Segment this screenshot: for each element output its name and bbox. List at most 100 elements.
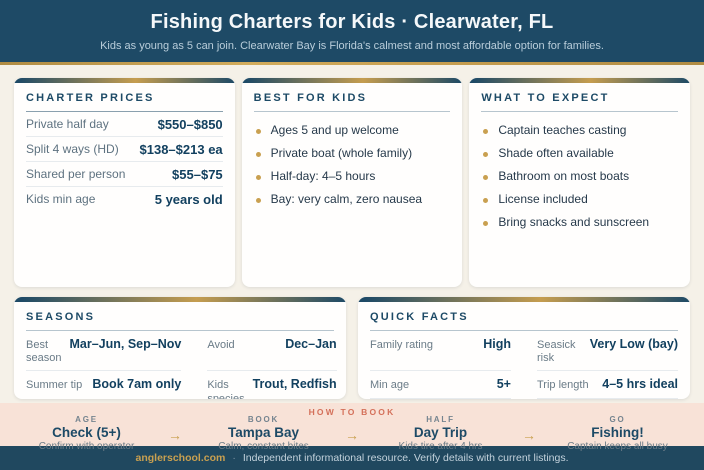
- list-item-text: Half-day: 4–5 hours: [270, 168, 376, 183]
- how-to-book-steps: AGE Check (5+) Confirm with operator → B…: [0, 403, 704, 452]
- fact-label: Seasick risk: [537, 339, 576, 365]
- fact-row: Best season Mar–Jun, Sep–Nov: [26, 331, 182, 372]
- card-accent-bar: [14, 78, 235, 83]
- list-item: Private boat (whole family): [254, 141, 451, 164]
- step-book-bay: BOOK Tampa Bay Calm, constant bites: [185, 415, 342, 452]
- price-label: Split 4 ways (HD): [26, 142, 119, 156]
- fact-label: Kids species: [207, 379, 245, 399]
- price-value: $138–$213 ea: [139, 141, 223, 157]
- bullet-dot-icon: [255, 128, 261, 134]
- bullet-dot-icon: [255, 151, 261, 157]
- quick-facts-title: QUICK FACTS: [370, 311, 678, 331]
- bullet-dot-icon: [255, 174, 261, 180]
- price-label: Kids min age: [26, 192, 96, 206]
- price-value: $550–$850: [157, 116, 223, 132]
- arrow-right-icon: →: [345, 427, 359, 443]
- list-item-text: Ages 5 and up welcome: [270, 122, 399, 137]
- step-subtitle: Confirm with operator: [38, 441, 135, 452]
- footer-text: Independent informational resource. Veri…: [242, 452, 569, 464]
- card-accent-bar: [358, 297, 690, 302]
- quick-facts-body: QUICK FACTS Family rating High Seasick r…: [358, 302, 690, 399]
- list-item: Bathroom on most boats: [481, 164, 678, 187]
- footer-brand-link[interactable]: anglerschool.com: [135, 452, 226, 464]
- seasons-title: SEASONS: [26, 311, 334, 331]
- list-item: Bay: very calm, zero nausea: [254, 187, 451, 210]
- main-content: CHARTER PRICES Private half day $550–$85…: [0, 65, 704, 403]
- what-to-expect-list: Captain teaches casting Shade often avai…: [481, 118, 678, 233]
- fact-row: Seasick risk Very Low (bay): [537, 331, 678, 372]
- how-to-book-label: HOW TO BOOK: [308, 407, 396, 417]
- best-for-kids-card: BEST FOR KIDS Ages 5 and up welcome Priv…: [241, 78, 463, 287]
- step-half-day: HALF Day Trip Kids tire after 4 hrs: [362, 415, 519, 452]
- list-item-text: Private boat (whole family): [270, 145, 413, 160]
- step-title: Check (5+): [52, 425, 121, 440]
- fact-value: 4–5 hrs ideal: [602, 377, 678, 392]
- cards-row-bottom: SEASONS Best season Mar–Jun, Sep–Nov Avo…: [14, 297, 690, 399]
- price-row: Private half day $550–$850: [26, 112, 223, 137]
- price-row: Kids min age 5 years old: [26, 187, 223, 211]
- fact-row: Summer tip Book 7am only: [26, 371, 181, 399]
- arrow-right-icon: →: [522, 427, 536, 443]
- price-value: 5 years old: [154, 191, 223, 207]
- bullet-dot-icon: [483, 174, 489, 180]
- what-to-expect-card: WHAT TO EXPECT Captain teaches casting S…: [469, 78, 691, 287]
- list-item: Ages 5 and up welcome: [254, 118, 451, 141]
- what-to-expect-body: WHAT TO EXPECT Captain teaches casting S…: [469, 83, 690, 287]
- step-kicker: BOOK: [247, 415, 280, 424]
- price-row: Split 4 ways (HD) $138–$213 ea: [26, 137, 223, 162]
- fact-value: Mar–Jun, Sep–Nov: [69, 337, 182, 351]
- seasons-grid: Best season Mar–Jun, Sep–Nov Avoid Dec–J…: [26, 331, 337, 399]
- fact-row: Family rating High: [370, 331, 511, 372]
- seasons-card: SEASONS Best season Mar–Jun, Sep–Nov Avo…: [14, 297, 346, 399]
- price-value: $55–$75: [172, 166, 223, 182]
- step-go-fishing: GO Fishing! Captain keeps all busy: [539, 415, 696, 452]
- bullet-dot-icon: [483, 128, 489, 134]
- step-kicker: HALF: [426, 415, 455, 424]
- charter-prices-card: CHARTER PRICES Private half day $550–$85…: [14, 78, 235, 287]
- fact-label: Min age: [370, 379, 410, 392]
- list-item: License included: [481, 187, 678, 210]
- fact-row: Min age 5+: [370, 371, 511, 399]
- list-item-text: Captain teaches casting: [498, 122, 627, 137]
- price-label: Private half day: [26, 117, 109, 131]
- page-title: Fishing Charters for Kids · Clearwater, …: [150, 11, 554, 33]
- charter-prices-body: CHARTER PRICES Private half day $550–$85…: [14, 83, 235, 287]
- card-accent-bar: [469, 78, 691, 83]
- step-title: Tampa Bay: [227, 425, 300, 440]
- fact-value: Book 7am only: [92, 377, 182, 392]
- list-item-text: Bring snacks and sunscreen: [498, 214, 650, 229]
- quick-facts-card: QUICK FACTS Family rating High Seasick r…: [358, 297, 690, 399]
- bullet-dot-icon: [483, 197, 489, 203]
- header: Fishing Charters for Kids · Clearwater, …: [0, 0, 704, 62]
- best-for-kids-title: BEST FOR KIDS: [253, 92, 451, 112]
- step-subtitle: Kids tire after 4 hrs: [398, 441, 483, 452]
- fact-row: Avoid Dec–Jan: [207, 331, 337, 372]
- quick-facts-grid: Family rating High Seasick risk Very Low…: [370, 331, 678, 399]
- fact-row: Kids species Trout, Redfish: [207, 371, 336, 399]
- footer-separator: ·: [232, 452, 236, 464]
- fact-value: 5+: [496, 377, 511, 392]
- fact-value: High: [483, 337, 511, 351]
- page-subtitle: Kids as young as 5 can join. Clearwater …: [100, 40, 604, 52]
- charter-prices-title: CHARTER PRICES: [26, 92, 223, 112]
- bullet-dot-icon: [255, 197, 261, 203]
- step-title: Day Trip: [413, 425, 468, 440]
- arrow-right-icon: →: [168, 427, 182, 443]
- fact-value: Very Low (bay): [589, 337, 678, 351]
- cards-row-top: CHARTER PRICES Private half day $550–$85…: [14, 78, 691, 287]
- fact-label: Summer tip: [26, 379, 83, 392]
- what-to-expect-title: WHAT TO EXPECT: [481, 92, 679, 112]
- card-accent-bar: [14, 297, 346, 302]
- seasons-body: SEASONS Best season Mar–Jun, Sep–Nov Avo…: [14, 302, 346, 399]
- bullet-dot-icon: [483, 220, 489, 226]
- step-age-check: AGE Check (5+) Confirm with operator: [8, 415, 165, 452]
- gold-divider: [0, 62, 704, 65]
- fact-row: Trip length 4–5 hrs ideal: [537, 371, 678, 399]
- best-for-kids-list: Ages 5 and up welcome Private boat (whol…: [254, 118, 451, 210]
- list-item: Bring snacks and sunscreen: [481, 210, 678, 233]
- step-subtitle: Calm, constant bites: [218, 441, 309, 452]
- footer: anglerschool.com · Independent informati…: [0, 446, 704, 470]
- list-item-text: Bay: very calm, zero nausea: [270, 191, 423, 206]
- list-item-text: Shade often available: [498, 145, 614, 160]
